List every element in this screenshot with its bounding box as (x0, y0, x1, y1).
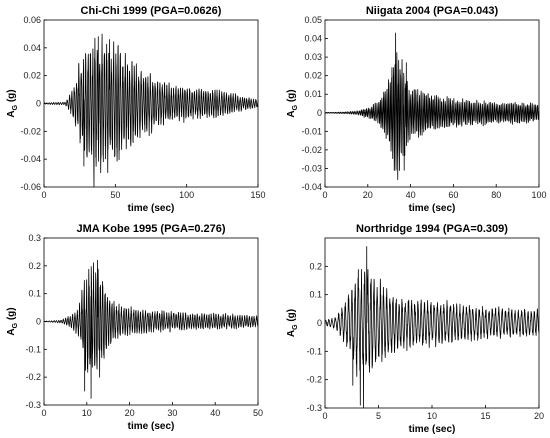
x-tick-label: 80 (491, 190, 501, 200)
chart-title: Niigata 2004 (PGA=0.043) (366, 5, 499, 17)
x-tick-label: 5 (376, 411, 381, 421)
y-tick-label: 0.1 (28, 289, 41, 299)
y-tick-label: 0.03 (304, 52, 322, 62)
x-tick-label: 150 (250, 190, 265, 200)
x-tick-label: 15 (480, 411, 490, 421)
y-tick-label: 0 (317, 318, 322, 328)
x-tick-label: 10 (82, 408, 92, 418)
y-axis-label: AG (g) (286, 309, 299, 337)
y-axis-label: AG (g) (286, 89, 299, 117)
x-tick-label: 0 (41, 190, 46, 200)
x-axis-label: time (sec) (128, 421, 175, 432)
y-axis-label: AG (g) (6, 307, 19, 335)
y-tick-label: -0.04 (20, 154, 41, 164)
x-tick-label: 10 (427, 411, 437, 421)
y-axis-label: AG (g) (6, 89, 19, 117)
chart-panel-northridge: Northridge 1994 (PGA=0.309) 0 5 10 15 20 -0.3 -… (286, 223, 544, 435)
x-tick-label: 20 (125, 408, 135, 418)
y-tick-label: -0.02 (301, 145, 322, 155)
x-tick-label: 40 (406, 190, 416, 200)
y-tick-label: 0 (317, 108, 322, 118)
y-tick-label: -0.3 (306, 403, 322, 413)
x-tick-label: 0 (322, 411, 327, 421)
x-tick-label: 100 (179, 190, 194, 200)
acceleration-trace (43, 259, 259, 399)
y-tick-label: -0.3 (25, 400, 41, 410)
x-tick-label: 0 (41, 408, 46, 418)
y-tick-label: -0.2 (25, 372, 41, 382)
y-tick-label: -0.03 (301, 163, 322, 173)
y-tick-label: 0.1 (309, 290, 322, 300)
chart-title: Chi-Chi 1999 (PGA=0.0626) (81, 5, 222, 17)
x-tick-label: 20 (534, 411, 544, 421)
y-tick-label: -0.1 (25, 344, 41, 354)
y-tick-label: 0.05 (304, 15, 322, 25)
x-tick-label: 40 (210, 408, 220, 418)
y-tick-label: 0.02 (304, 71, 322, 81)
y-tick-label: 0.04 (23, 43, 41, 53)
chart-panel-niigata: Niigata 2004 (PGA=0.043) 0 20 40 60 80 100 -0.0… (286, 5, 547, 214)
chart-title: Northridge 1994 (PGA=0.309) (356, 223, 508, 235)
acceleration-trace (43, 33, 259, 188)
y-tick-label: 0 (36, 317, 41, 327)
y-tick-label: 0.04 (304, 34, 322, 44)
plot-frame (324, 19, 540, 188)
y-tick-label: -0.2 (306, 375, 322, 385)
chart-title: JMA Kobe 1995 (PGA=0.276) (76, 223, 225, 235)
y-tick-label: 0.3 (28, 233, 41, 243)
y-tick-label: 0.01 (304, 89, 322, 99)
y-tick-label: 0.2 (309, 261, 322, 271)
y-tick-label: -0.02 (20, 126, 41, 136)
y-tick-label: 0.2 (28, 261, 41, 271)
y-tick-label: 0.06 (23, 15, 41, 25)
x-tick-label: 50 (253, 408, 263, 418)
y-tick-label: -0.01 (301, 126, 322, 136)
x-tick-label: 30 (167, 408, 177, 418)
x-tick-label: 50 (110, 190, 120, 200)
x-axis-label: time (sec) (128, 203, 175, 214)
x-tick-label: 0 (322, 190, 327, 200)
x-tick-label: 20 (363, 190, 373, 200)
x-axis-label: time (sec) (409, 203, 456, 214)
x-tick-label: 100 (531, 190, 546, 200)
chart-panel-chi-chi: Chi-Chi 1999 (PGA=0.0626) 0 50 100 150 -0.06 -… (6, 5, 266, 214)
y-tick-label: 0.02 (23, 71, 41, 81)
acceleration-trace (324, 246, 540, 409)
chart-panel-kobe: JMA Kobe 1995 (PGA=0.276) 0 10 20 30 40 50 -0.3… (6, 223, 263, 432)
y-tick-label: -0.06 (20, 182, 41, 192)
y-tick-label: 0 (36, 99, 41, 109)
acceleration-trace (324, 32, 540, 180)
y-tick-label: -0.04 (301, 182, 322, 192)
x-axis-label: time (sec) (409, 424, 456, 435)
x-tick-label: 60 (448, 190, 458, 200)
y-tick-label: -0.1 (306, 346, 322, 356)
